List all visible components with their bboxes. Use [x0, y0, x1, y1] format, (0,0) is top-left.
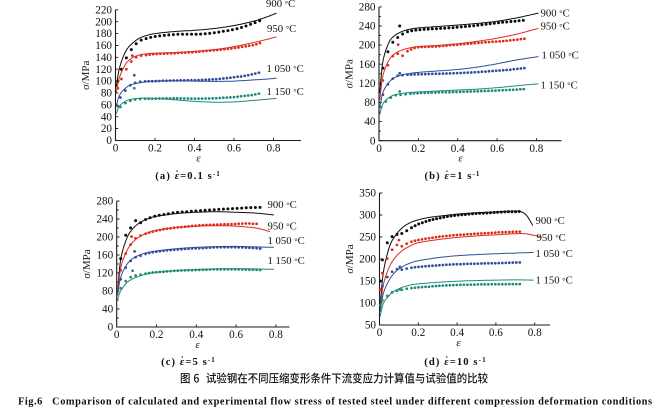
svg-text:1 050 °C: 1 050 °C [267, 63, 304, 75]
svg-text:σ/MPa: σ/MPa [80, 60, 92, 89]
svg-text:160: 160 [95, 40, 112, 52]
svg-text:80: 80 [102, 286, 114, 298]
svg-text:0.8: 0.8 [528, 327, 542, 339]
svg-text:0.4: 0.4 [189, 329, 203, 341]
svg-text:0.4: 0.4 [188, 143, 202, 155]
svg-text:0: 0 [113, 143, 119, 155]
svg-text:σ/MPa: σ/MPa [344, 244, 356, 273]
svg-text:(c) ε=5 s-1: (c) ε=5 s-1 [161, 356, 216, 368]
svg-text:0.8: 0.8 [529, 143, 543, 155]
svg-text:180: 180 [95, 28, 112, 40]
svg-text:220: 220 [95, 4, 112, 16]
svg-text:0: 0 [106, 135, 112, 147]
svg-text:0.8: 0.8 [269, 329, 283, 341]
svg-text:0: 0 [114, 329, 120, 341]
svg-text:1 050 °C: 1 050 °C [542, 50, 579, 62]
svg-text:100: 100 [95, 76, 112, 88]
svg-text:120: 120 [96, 268, 113, 280]
svg-text:900 °C: 900 °C [541, 8, 570, 20]
svg-text:0: 0 [377, 327, 383, 339]
svg-text:950 °C: 950 °C [267, 23, 296, 35]
svg-text:120: 120 [95, 64, 112, 76]
svg-text:950 °C: 950 °C [541, 21, 570, 33]
svg-text:0: 0 [108, 322, 114, 334]
svg-text:160: 160 [359, 59, 376, 71]
svg-text:40: 40 [102, 304, 114, 316]
svg-text:950 °C: 950 °C [268, 221, 297, 233]
svg-text:1 150 °C: 1 150 °C [536, 275, 573, 287]
svg-text:280: 280 [96, 196, 113, 208]
svg-text:950 °C: 950 °C [537, 232, 566, 244]
svg-text:280: 280 [359, 2, 376, 14]
svg-text:0.6: 0.6 [227, 143, 241, 155]
svg-text:900 °C: 900 °C [268, 199, 297, 211]
svg-text:1 150 °C: 1 150 °C [268, 255, 305, 267]
svg-text:100: 100 [359, 298, 376, 310]
svg-text:80: 80 [364, 97, 376, 109]
svg-text:0.6: 0.6 [489, 327, 503, 339]
svg-text:200: 200 [359, 40, 376, 52]
svg-text:140: 140 [95, 52, 112, 64]
svg-text:0.4: 0.4 [451, 143, 465, 155]
svg-text:240: 240 [96, 214, 113, 226]
svg-text:1 150 °C: 1 150 °C [541, 80, 578, 92]
svg-text:1 050 °C: 1 050 °C [268, 235, 305, 247]
svg-text:60: 60 [101, 100, 113, 112]
svg-text:200: 200 [95, 16, 112, 28]
svg-text:0.2: 0.2 [411, 327, 425, 339]
svg-text:200: 200 [96, 232, 113, 244]
svg-text:0: 0 [370, 135, 376, 147]
svg-text:(a) ε=0.1 s-1: (a) ε=0.1 s-1 [155, 170, 221, 182]
svg-text:ε: ε [195, 339, 200, 351]
svg-text:0.6: 0.6 [490, 143, 504, 155]
svg-text:1 150 °C: 1 150 °C [267, 86, 304, 98]
svg-text:40: 40 [364, 116, 376, 128]
svg-text:ε: ε [456, 337, 461, 349]
svg-text:240: 240 [359, 21, 376, 33]
svg-text:350: 350 [359, 188, 376, 200]
svg-text:0.2: 0.2 [411, 143, 425, 155]
svg-text:Fig.6 Comparison of calculat: Fig.6 Comparison of calculated and exper… [18, 397, 652, 408]
svg-text:0.2: 0.2 [150, 329, 164, 341]
svg-text:120: 120 [359, 78, 376, 90]
svg-text:50: 50 [365, 320, 377, 332]
svg-text:20: 20 [101, 123, 113, 135]
svg-text:0.4: 0.4 [450, 327, 464, 339]
svg-text:40: 40 [101, 111, 113, 123]
svg-text:1 050 °C: 1 050 °C [536, 248, 573, 260]
svg-text:300: 300 [359, 210, 376, 222]
svg-text:ε: ε [458, 153, 463, 165]
svg-text:0.2: 0.2 [148, 143, 162, 155]
svg-text:80: 80 [101, 88, 113, 100]
svg-text:(b) ε=1 s-1: (b) ε=1 s-1 [425, 170, 481, 182]
svg-text:900 °C: 900 °C [536, 215, 565, 227]
svg-text:0: 0 [376, 143, 382, 155]
svg-text:ε: ε [196, 153, 201, 165]
svg-text:(d) ε=10 s-1: (d) ε=10 s-1 [424, 356, 486, 368]
svg-text:0.6: 0.6 [229, 329, 243, 341]
svg-text:200: 200 [359, 254, 376, 266]
svg-text:150: 150 [359, 276, 376, 288]
svg-text:σ/MPa: σ/MPa [344, 59, 356, 88]
svg-text:250: 250 [359, 232, 376, 244]
svg-text:900 °C: 900 °C [266, 0, 295, 10]
svg-text:σ/MPa: σ/MPa [81, 249, 93, 278]
svg-text:160: 160 [96, 250, 113, 262]
svg-text:0.8: 0.8 [267, 143, 281, 155]
